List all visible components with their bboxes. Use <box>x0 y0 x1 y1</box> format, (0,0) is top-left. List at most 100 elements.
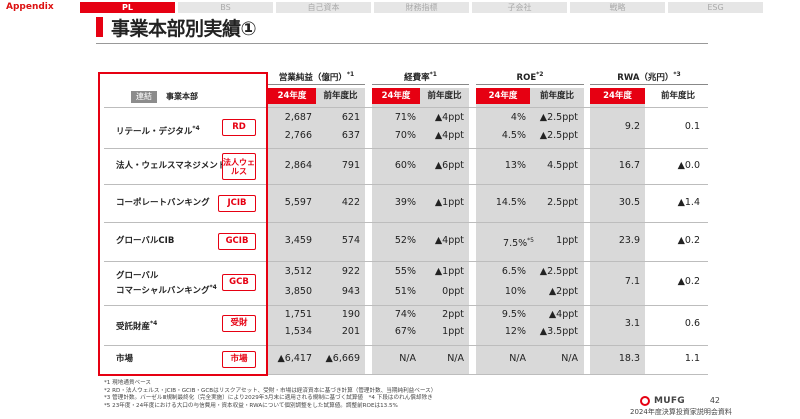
segment-highlight-frame <box>98 72 268 376</box>
table-cell: 55% <box>394 266 416 277</box>
subheader-fy24: 24年度 <box>590 88 645 104</box>
segment-column-header: 事業本部 <box>166 92 198 101</box>
subheader-fy24: 24年度 <box>268 88 316 104</box>
segment-name-gcb: グローバル コマーシャルバンキング*4 <box>116 271 217 296</box>
footnote: *2 RD・法人ウェルス・JCIB・GCIB・GCBはリスクアセット、受財・市場… <box>104 387 437 394</box>
row-divider <box>104 184 708 185</box>
table-cell: 2,864 <box>284 160 312 171</box>
subheader-fy24: 24年度 <box>372 88 420 104</box>
row-divider <box>104 222 708 223</box>
footnotes: *1 現地通貨ベース *2 RD・法人ウェルス・JCIB・GCIB・GCBはリス… <box>104 380 564 410</box>
segment-badge-rd: RD <box>222 119 256 136</box>
subheader-yoy: 前年度比 <box>660 91 695 101</box>
mufg-logo-mark <box>640 396 650 406</box>
table-cell: N/A <box>561 353 578 364</box>
segment-badge-trust: 受財 <box>222 315 256 332</box>
rwa-yoy-cell: 0.1 <box>684 121 700 132</box>
table-cell: ▲4ppt <box>434 235 464 246</box>
table-cell: 5,597 <box>284 197 312 208</box>
table-cell: 9.5% <box>501 309 526 320</box>
table-cell: 3,459 <box>284 235 312 246</box>
table-cell: 791 <box>341 160 360 171</box>
top-nav: Appendix PL BS 自己資本 財務指標 子会社 戦略 ESG <box>0 0 800 14</box>
table-cell: 74% <box>394 309 416 320</box>
table-cell: 0ppt <box>442 286 464 297</box>
table-cell: 7.5%*5 <box>503 237 534 250</box>
table-cell: 14.5% <box>495 197 526 208</box>
table-cell: 922 <box>341 266 360 277</box>
tab-strategy[interactable]: 戦略 <box>570 1 665 13</box>
tab-pl[interactable]: PL <box>80 1 175 13</box>
rwa-cell: 9.2 <box>624 121 640 132</box>
table-cell: 60% <box>394 160 416 171</box>
segment-name-markets: 市場 <box>116 354 134 364</box>
title-accent-bar <box>96 17 103 37</box>
tab-esg[interactable]: ESG <box>668 1 763 13</box>
row-divider <box>104 261 708 262</box>
rwa-yoy-cell: 1.1 <box>684 353 700 364</box>
table-cell: 1,534 <box>284 326 312 337</box>
rwa-cell: 3.1 <box>624 318 640 329</box>
table-cell: 4% <box>510 112 526 123</box>
gray-col-rwa <box>590 88 645 374</box>
table-cell: 201 <box>341 326 360 337</box>
footnote: *1 現地通貨ベース <box>104 380 152 386</box>
header-underline <box>590 84 708 85</box>
mufg-logo-text: MUFG <box>654 396 685 406</box>
rwa-cell: 7.1 <box>624 276 640 287</box>
table-cell: ▲6,669 <box>325 353 360 364</box>
row-divider <box>104 305 708 306</box>
segment-badge-jcib: JCIB <box>218 195 256 212</box>
tab-financial-indicators[interactable]: 財務指標 <box>374 1 469 13</box>
nav-tabs: PL BS 自己資本 財務指標 子会社 戦略 ESG <box>80 1 763 13</box>
segment-badge-markets: 市場 <box>222 351 256 368</box>
table-cell: ▲6,417 <box>277 353 312 364</box>
header-underline <box>476 84 584 85</box>
title-divider <box>96 43 708 44</box>
tab-subsidiaries[interactable]: 子会社 <box>472 1 567 13</box>
rwa-yoy-cell: 0.6 <box>684 318 700 329</box>
table-cell: 2,766 <box>284 130 312 141</box>
table-cell: N/A <box>447 353 464 364</box>
table-cell: 190 <box>341 309 360 320</box>
footnote: *5 23年度・24年度における大口の与信費用・資本収益・RWAについて個別調整… <box>104 402 398 409</box>
segment-name-wealth: 法人・ウェルスマネジメント <box>116 161 227 171</box>
appendix-label: Appendix <box>6 2 54 12</box>
table-cell: 52% <box>394 235 416 246</box>
table-cell: 67% <box>394 326 416 337</box>
subheader-yoy: 前年度比 <box>427 91 462 101</box>
header-operating-profit: 営業純益（億円）*1 <box>278 71 355 83</box>
footnote: *3 管理計数。バーゼルⅢ規制最終化（完全実施）により2029年3月末に適用され… <box>104 395 433 402</box>
tab-bs[interactable]: BS <box>178 1 273 13</box>
rwa-cell: 18.3 <box>618 353 640 364</box>
table-cell: ▲1ppt <box>434 197 464 208</box>
table-cell: 2.5ppt <box>547 197 578 208</box>
segment-name-gcib: グローバルCIB <box>116 236 175 246</box>
table-cell: 621 <box>341 112 360 123</box>
segment-badge-wealth: 法人ウェルス <box>222 153 256 180</box>
segment-badge-gcb: GCB <box>222 274 256 291</box>
gray-col-profit <box>268 88 365 374</box>
page-title: 事業本部別実績① <box>111 17 257 40</box>
header-underline <box>372 84 469 85</box>
table-cell: 4.5ppt <box>547 160 578 171</box>
rwa-cell: 16.7 <box>618 160 640 171</box>
segment-name-jcib: コーポレートバンキング <box>116 198 210 208</box>
table-cell: 12% <box>504 326 526 337</box>
table-cell: 1ppt <box>442 326 464 337</box>
table-cell: ▲4ppt <box>434 112 464 123</box>
segment-name-trust: 受託財産*4 <box>116 320 158 332</box>
header-underline <box>268 84 365 85</box>
table-cell: ▲2.5ppt <box>539 266 578 277</box>
rwa-yoy-cell: ▲0.0 <box>677 160 700 171</box>
header-expense-ratio: 経費率*1 <box>404 71 437 83</box>
table-cell: 4.5% <box>501 130 526 141</box>
tab-capital[interactable]: 自己資本 <box>276 1 371 13</box>
table-cell: ▲1ppt <box>434 266 464 277</box>
table-cell: 10% <box>504 286 526 297</box>
rwa-yoy-cell: ▲1.4 <box>677 197 700 208</box>
table-cell: 422 <box>341 197 360 208</box>
footer-caption: 2024年度決算投資家説明会資料 <box>630 408 732 416</box>
rwa-yoy-cell: ▲0.2 <box>677 276 700 287</box>
table-cell: N/A <box>399 353 416 364</box>
